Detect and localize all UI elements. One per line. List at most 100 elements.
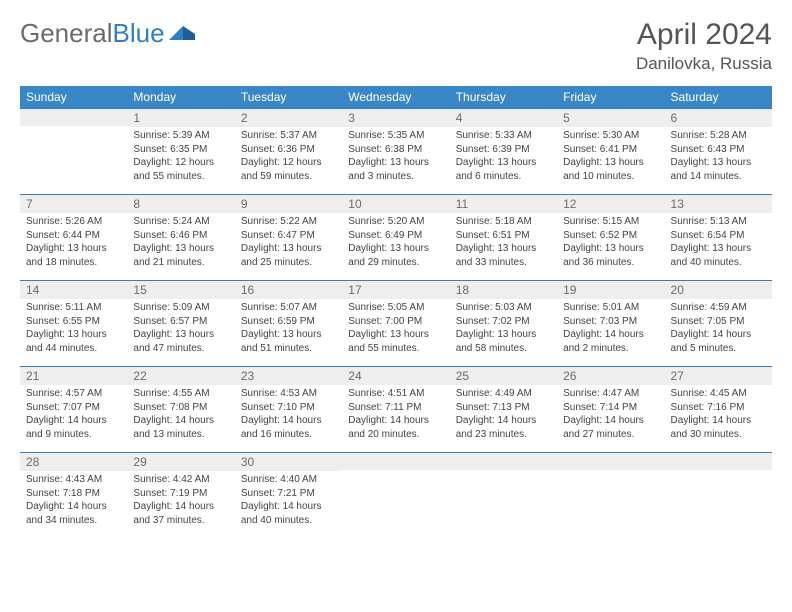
- sunset-line: Sunset: 7:02 PM: [456, 315, 551, 329]
- day-cell: 21Sunrise: 4:57 AMSunset: 7:07 PMDayligh…: [20, 367, 127, 453]
- daylight-line: Daylight: 13 hours and 14 minutes.: [671, 156, 766, 183]
- day-body: Sunrise: 4:43 AMSunset: 7:18 PMDaylight:…: [20, 471, 127, 531]
- day-body: Sunrise: 4:51 AMSunset: 7:11 PMDaylight:…: [342, 385, 449, 445]
- sunset-line: Sunset: 7:13 PM: [456, 401, 551, 415]
- sunset-line: Sunset: 7:14 PM: [563, 401, 658, 415]
- daylight-line: Daylight: 14 hours and 23 minutes.: [456, 414, 551, 441]
- logo-mark-icon: [169, 18, 197, 49]
- daylight-line: Daylight: 13 hours and 36 minutes.: [563, 242, 658, 269]
- day-body: Sunrise: 5:03 AMSunset: 7:02 PMDaylight:…: [450, 299, 557, 359]
- dow-row: Sunday Monday Tuesday Wednesday Thursday…: [20, 86, 772, 109]
- day-number: 6: [665, 109, 772, 127]
- daylight-line: Daylight: 13 hours and 58 minutes.: [456, 328, 551, 355]
- dow-cell: Monday: [127, 86, 234, 109]
- dow-cell: Friday: [557, 86, 664, 109]
- sunrise-line: Sunrise: 4:42 AM: [133, 473, 228, 487]
- day-number: 17: [342, 281, 449, 299]
- day-cell: 5Sunrise: 5:30 AMSunset: 6:41 PMDaylight…: [557, 109, 664, 195]
- day-number-blank: [20, 109, 127, 126]
- daylight-line: Daylight: 13 hours and 55 minutes.: [348, 328, 443, 355]
- day-body: Sunrise: 5:18 AMSunset: 6:51 PMDaylight:…: [450, 213, 557, 273]
- day-cell: 18Sunrise: 5:03 AMSunset: 7:02 PMDayligh…: [450, 281, 557, 367]
- sunset-line: Sunset: 6:35 PM: [133, 143, 228, 157]
- sunset-line: Sunset: 7:16 PM: [671, 401, 766, 415]
- daylight-line: Daylight: 14 hours and 30 minutes.: [671, 414, 766, 441]
- day-number: 3: [342, 109, 449, 127]
- day-number: 28: [20, 453, 127, 471]
- sunset-line: Sunset: 6:49 PM: [348, 229, 443, 243]
- daylight-line: Daylight: 12 hours and 59 minutes.: [241, 156, 336, 183]
- sunset-line: Sunset: 7:10 PM: [241, 401, 336, 415]
- day-cell: 4Sunrise: 5:33 AMSunset: 6:39 PMDaylight…: [450, 109, 557, 195]
- day-number-blank: [342, 453, 449, 470]
- day-number: 29: [127, 453, 234, 471]
- day-cell: [557, 453, 664, 539]
- week-row: 28Sunrise: 4:43 AMSunset: 7:18 PMDayligh…: [20, 453, 772, 539]
- day-body: Sunrise: 5:13 AMSunset: 6:54 PMDaylight:…: [665, 213, 772, 273]
- sunrise-line: Sunrise: 4:43 AM: [26, 473, 121, 487]
- page-header: GeneralBlue April 2024 Danilovka, Russia: [20, 18, 772, 74]
- daylight-line: Daylight: 13 hours and 51 minutes.: [241, 328, 336, 355]
- week-row: 1Sunrise: 5:39 AMSunset: 6:35 PMDaylight…: [20, 109, 772, 195]
- day-body: Sunrise: 5:09 AMSunset: 6:57 PMDaylight:…: [127, 299, 234, 359]
- daylight-line: Daylight: 13 hours and 10 minutes.: [563, 156, 658, 183]
- sunset-line: Sunset: 6:54 PM: [671, 229, 766, 243]
- day-number: 14: [20, 281, 127, 299]
- daylight-line: Daylight: 13 hours and 25 minutes.: [241, 242, 336, 269]
- sunrise-line: Sunrise: 5:13 AM: [671, 215, 766, 229]
- daylight-line: Daylight: 14 hours and 37 minutes.: [133, 500, 228, 527]
- sunrise-line: Sunrise: 5:22 AM: [241, 215, 336, 229]
- day-number: 9: [235, 195, 342, 213]
- daylight-line: Daylight: 13 hours and 18 minutes.: [26, 242, 121, 269]
- day-number: 18: [450, 281, 557, 299]
- day-cell: 27Sunrise: 4:45 AMSunset: 7:16 PMDayligh…: [665, 367, 772, 453]
- daylight-line: Daylight: 14 hours and 9 minutes.: [26, 414, 121, 441]
- day-body: Sunrise: 5:28 AMSunset: 6:43 PMDaylight:…: [665, 127, 772, 187]
- day-number: 11: [450, 195, 557, 213]
- day-number: 8: [127, 195, 234, 213]
- day-cell: [342, 453, 449, 539]
- daylight-line: Daylight: 14 hours and 40 minutes.: [241, 500, 336, 527]
- sunrise-line: Sunrise: 5:30 AM: [563, 129, 658, 143]
- calendar-table: Sunday Monday Tuesday Wednesday Thursday…: [20, 86, 772, 539]
- dow-cell: Wednesday: [342, 86, 449, 109]
- day-cell: 1Sunrise: 5:39 AMSunset: 6:35 PMDaylight…: [127, 109, 234, 195]
- sunset-line: Sunset: 7:03 PM: [563, 315, 658, 329]
- day-number: 7: [20, 195, 127, 213]
- sunrise-line: Sunrise: 5:37 AM: [241, 129, 336, 143]
- logo: GeneralBlue: [20, 18, 197, 49]
- day-body: Sunrise: 4:45 AMSunset: 7:16 PMDaylight:…: [665, 385, 772, 445]
- day-cell: 25Sunrise: 4:49 AMSunset: 7:13 PMDayligh…: [450, 367, 557, 453]
- day-cell: 28Sunrise: 4:43 AMSunset: 7:18 PMDayligh…: [20, 453, 127, 539]
- day-cell: 12Sunrise: 5:15 AMSunset: 6:52 PMDayligh…: [557, 195, 664, 281]
- month-title: April 2024: [636, 18, 772, 52]
- sunrise-line: Sunrise: 5:39 AM: [133, 129, 228, 143]
- sunrise-line: Sunrise: 5:18 AM: [456, 215, 551, 229]
- sunrise-line: Sunrise: 5:26 AM: [26, 215, 121, 229]
- day-body: Sunrise: 4:40 AMSunset: 7:21 PMDaylight:…: [235, 471, 342, 531]
- day-body: Sunrise: 5:37 AMSunset: 6:36 PMDaylight:…: [235, 127, 342, 187]
- sunrise-line: Sunrise: 5:03 AM: [456, 301, 551, 315]
- day-body: Sunrise: 4:55 AMSunset: 7:08 PMDaylight:…: [127, 385, 234, 445]
- daylight-line: Daylight: 14 hours and 16 minutes.: [241, 414, 336, 441]
- day-body: Sunrise: 5:11 AMSunset: 6:55 PMDaylight:…: [20, 299, 127, 359]
- day-number: 2: [235, 109, 342, 127]
- day-cell: 17Sunrise: 5:05 AMSunset: 7:00 PMDayligh…: [342, 281, 449, 367]
- day-body: Sunrise: 5:39 AMSunset: 6:35 PMDaylight:…: [127, 127, 234, 187]
- logo-text-gray: General: [20, 18, 113, 49]
- sunrise-line: Sunrise: 4:55 AM: [133, 387, 228, 401]
- day-number: 26: [557, 367, 664, 385]
- daylight-line: Daylight: 14 hours and 5 minutes.: [671, 328, 766, 355]
- sunrise-line: Sunrise: 5:28 AM: [671, 129, 766, 143]
- day-cell: 7Sunrise: 5:26 AMSunset: 6:44 PMDaylight…: [20, 195, 127, 281]
- day-cell: 30Sunrise: 4:40 AMSunset: 7:21 PMDayligh…: [235, 453, 342, 539]
- day-body: Sunrise: 4:59 AMSunset: 7:05 PMDaylight:…: [665, 299, 772, 359]
- sunset-line: Sunset: 7:07 PM: [26, 401, 121, 415]
- sunset-line: Sunset: 6:47 PM: [241, 229, 336, 243]
- day-cell: 20Sunrise: 4:59 AMSunset: 7:05 PMDayligh…: [665, 281, 772, 367]
- sunrise-line: Sunrise: 4:49 AM: [456, 387, 551, 401]
- week-row: 7Sunrise: 5:26 AMSunset: 6:44 PMDaylight…: [20, 195, 772, 281]
- sunset-line: Sunset: 7:00 PM: [348, 315, 443, 329]
- day-cell: 23Sunrise: 4:53 AMSunset: 7:10 PMDayligh…: [235, 367, 342, 453]
- sunrise-line: Sunrise: 5:15 AM: [563, 215, 658, 229]
